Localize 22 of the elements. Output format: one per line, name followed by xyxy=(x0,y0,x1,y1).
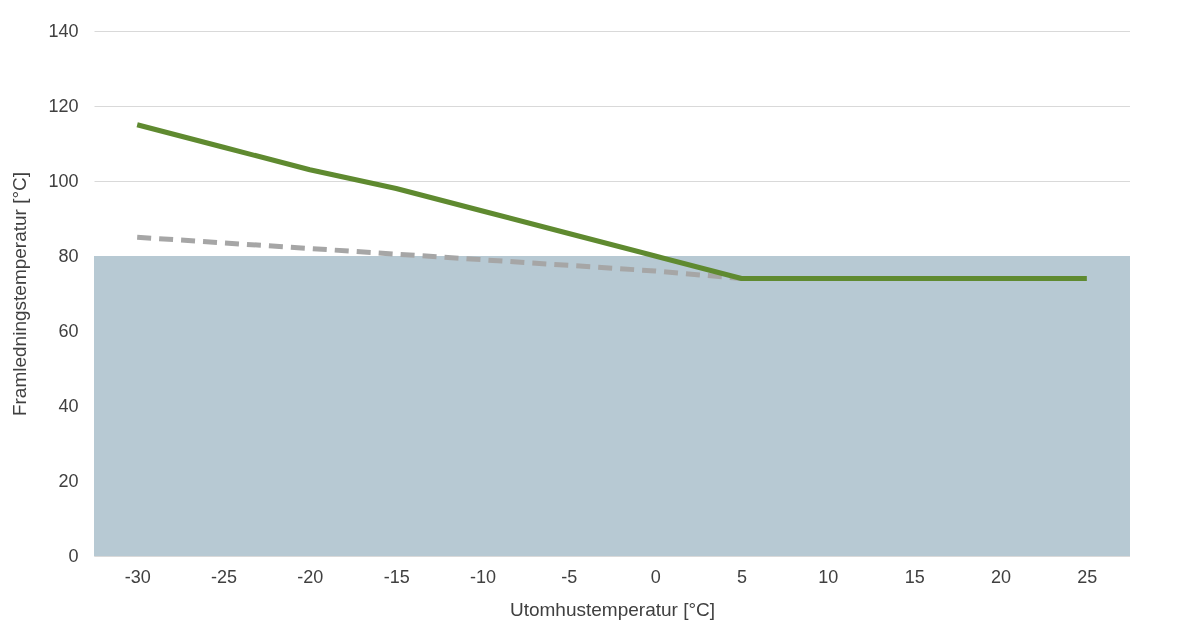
x-tick-label: 25 xyxy=(1077,566,1098,587)
x-axis-title: Utomhustemperatur [°C] xyxy=(509,598,716,620)
x-tick-label: 0 xyxy=(650,566,661,587)
x-tick-label: 15 xyxy=(904,566,925,587)
x-tick-label: 5 xyxy=(736,566,748,587)
x-tick-label: -5 xyxy=(561,566,578,587)
x-tick-label: -25 xyxy=(210,566,238,587)
x-tick-label: -30 xyxy=(124,566,151,587)
y-tick-label: 140 xyxy=(48,20,79,41)
y-tick-label: 60 xyxy=(58,320,79,341)
x-tick-label: -20 xyxy=(297,566,324,587)
x-tick-label: 10 xyxy=(818,566,839,587)
y-tick-label: 0 xyxy=(68,545,79,566)
x-tick-label: 20 xyxy=(990,566,1012,587)
x-tick-label: -15 xyxy=(383,566,410,587)
x-tick-label: -10 xyxy=(469,566,497,587)
y-tick-label: 40 xyxy=(58,395,79,416)
y-tick-label: 100 xyxy=(48,170,79,191)
y-axis-title: Framledningstemperatur [°C] xyxy=(9,171,31,417)
y-tick-label: 20 xyxy=(58,470,79,491)
y-tick-label: 120 xyxy=(48,95,79,116)
y-tick-label: 80 xyxy=(58,245,79,266)
